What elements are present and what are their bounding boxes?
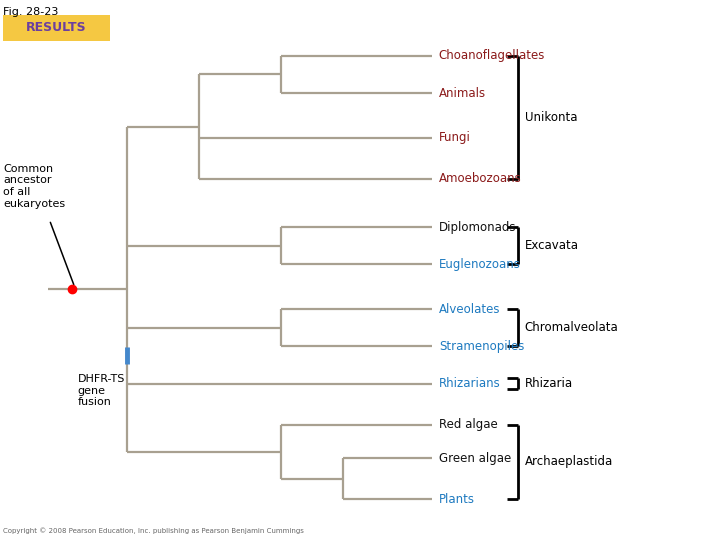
Text: Choanoflagellates: Choanoflagellates xyxy=(439,49,545,62)
Text: DHFR-TS
gene
fusion: DHFR-TS gene fusion xyxy=(78,374,125,408)
Text: Fungi: Fungi xyxy=(439,131,471,144)
Text: Common
ancestor
of all
eukaryotes: Common ancestor of all eukaryotes xyxy=(4,164,66,208)
Text: Unikonta: Unikonta xyxy=(525,111,577,124)
Text: Excavata: Excavata xyxy=(525,239,579,252)
Text: Red algae: Red algae xyxy=(439,418,498,431)
Text: Amoebozoans: Amoebozoans xyxy=(439,172,521,185)
Text: Plants: Plants xyxy=(439,492,475,505)
Text: Diplomonads: Diplomonads xyxy=(439,221,516,234)
Text: Archaeplastida: Archaeplastida xyxy=(525,455,613,468)
Text: Rhizaria: Rhizaria xyxy=(525,377,572,390)
Text: Animals: Animals xyxy=(439,86,486,99)
Text: Green algae: Green algae xyxy=(439,451,511,464)
Text: Stramenopiles: Stramenopiles xyxy=(439,340,524,353)
Text: Chromalveolata: Chromalveolata xyxy=(525,321,618,334)
FancyBboxPatch shape xyxy=(4,15,109,41)
Text: Rhizarians: Rhizarians xyxy=(439,377,500,390)
Text: Copyright © 2008 Pearson Education, Inc. publishing as Pearson Benjamin Cummings: Copyright © 2008 Pearson Education, Inc.… xyxy=(4,528,305,535)
Text: Alveolates: Alveolates xyxy=(439,302,500,315)
Text: Fig. 28-23: Fig. 28-23 xyxy=(4,8,59,17)
Text: RESULTS: RESULTS xyxy=(26,22,87,35)
Text: Euglenozoans: Euglenozoans xyxy=(439,258,521,271)
